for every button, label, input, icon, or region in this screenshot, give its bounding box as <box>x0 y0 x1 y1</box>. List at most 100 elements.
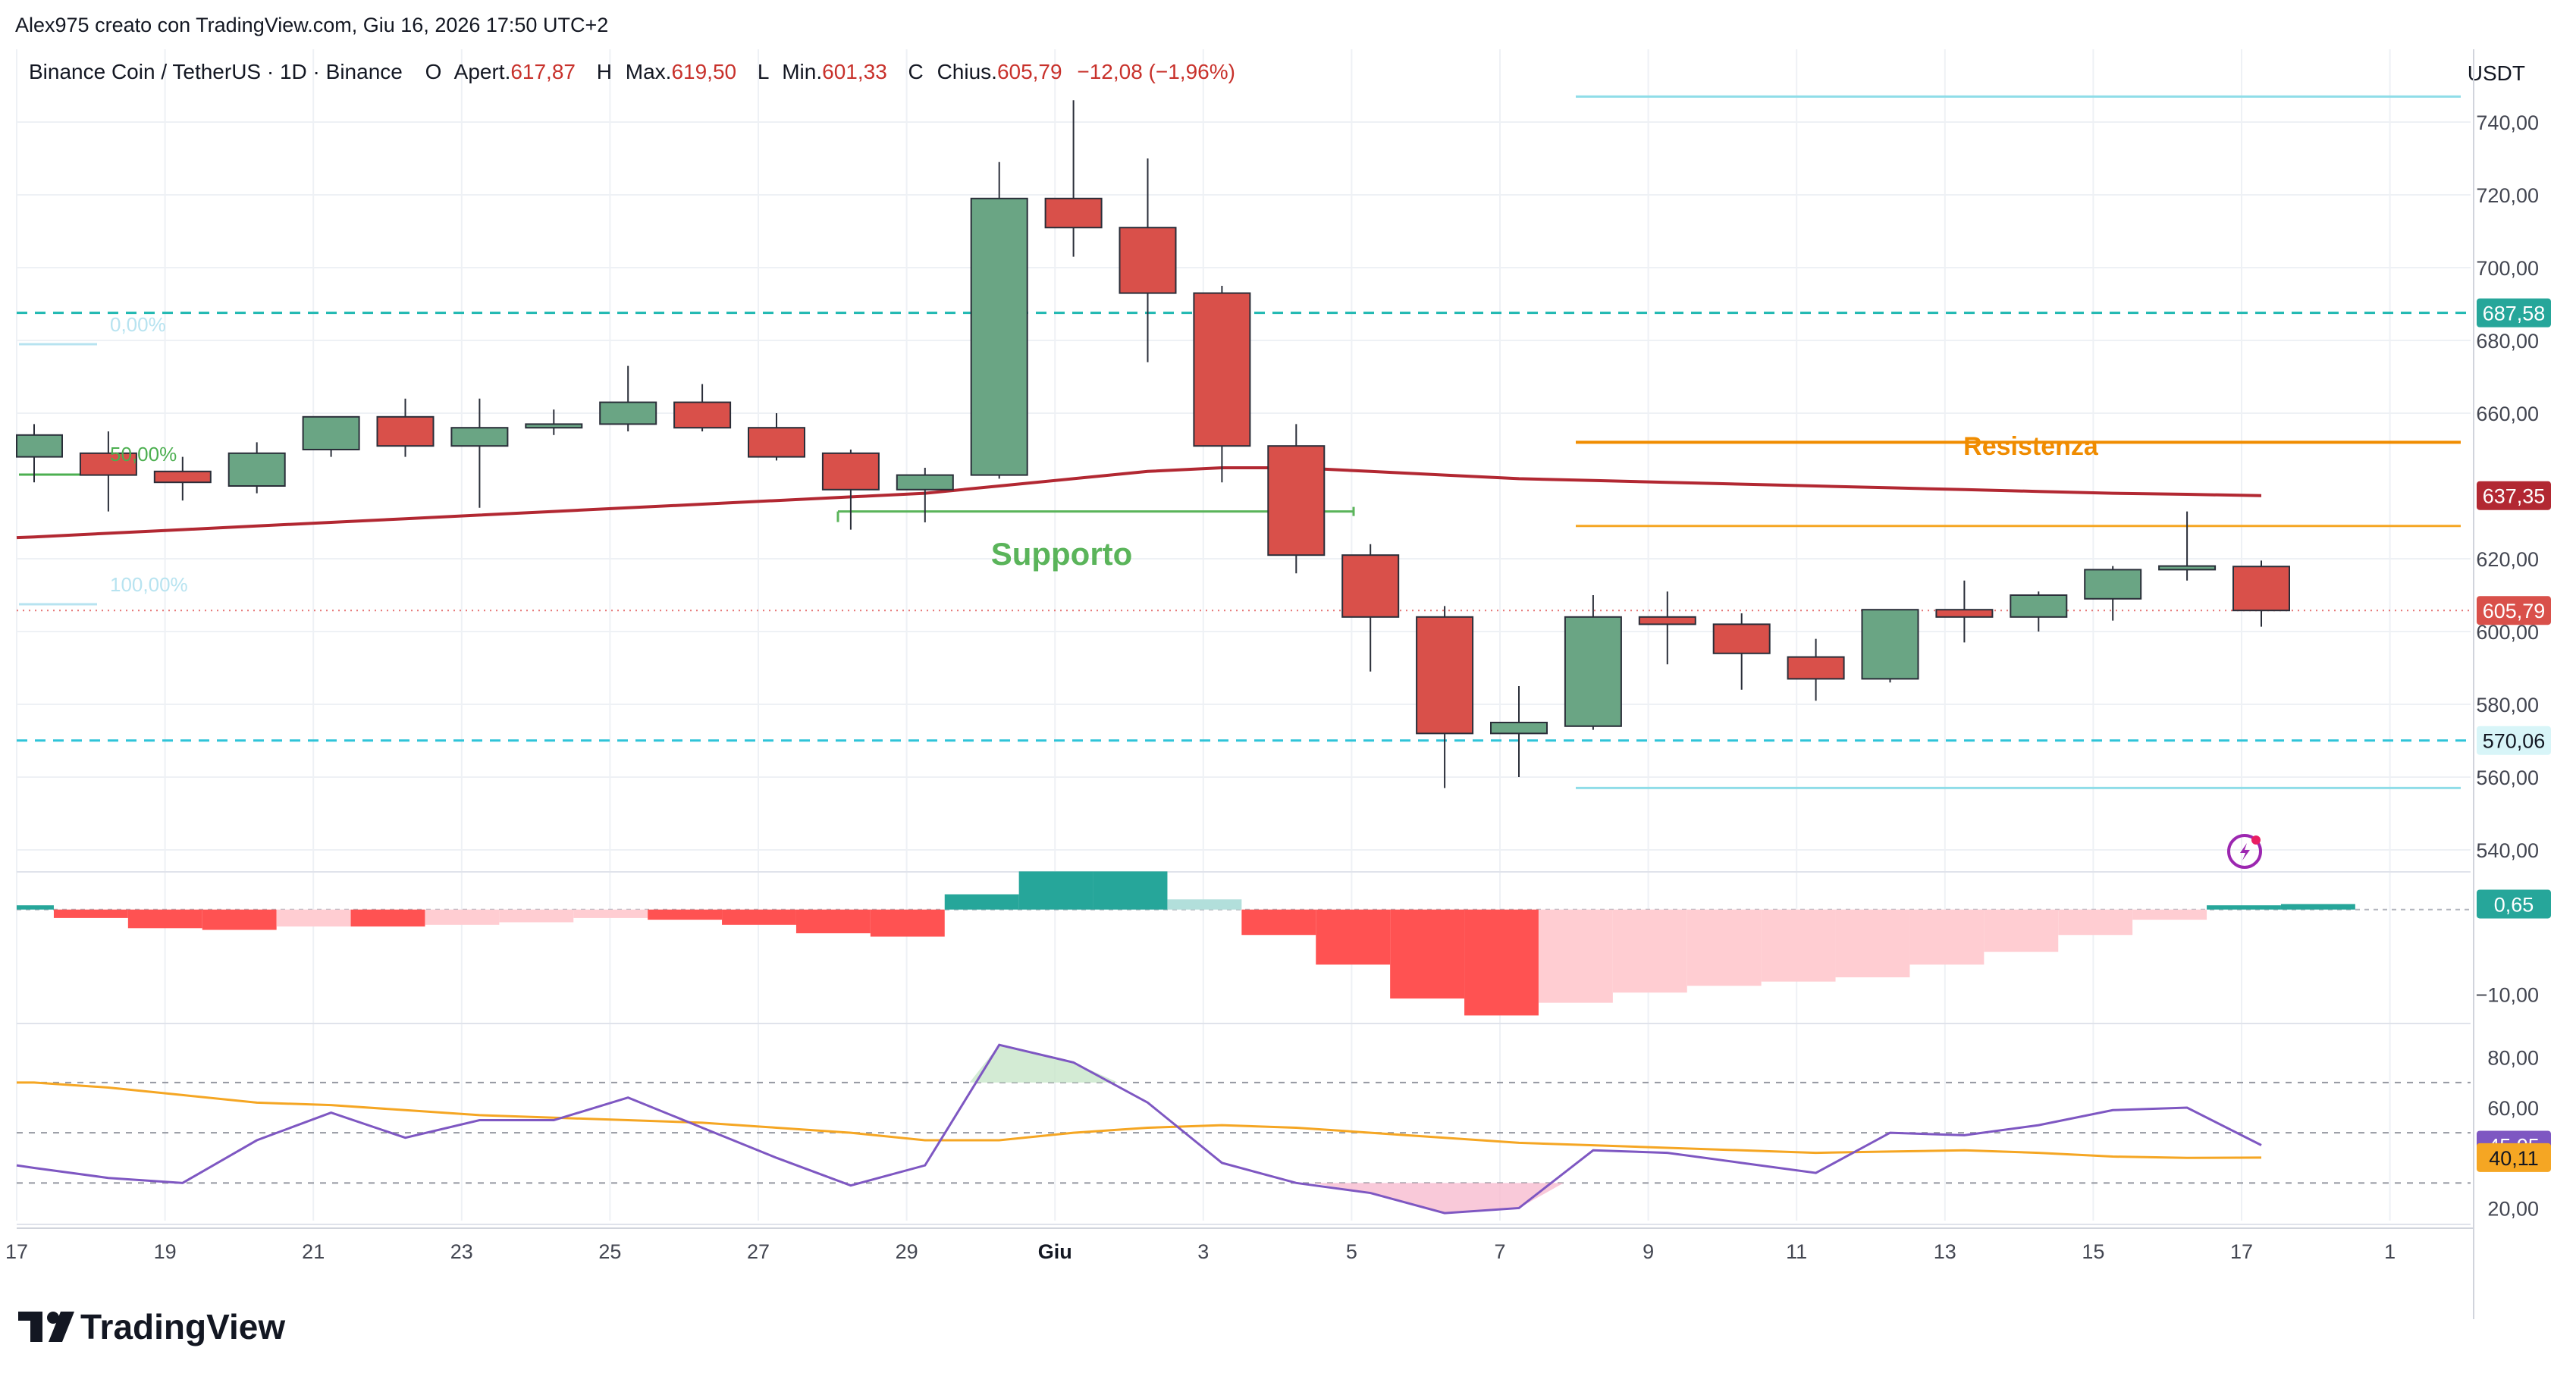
histogram-bar <box>1241 909 1316 936</box>
x-tick-label: 15 <box>2082 1240 2104 1263</box>
histogram-bar <box>127 909 202 929</box>
histogram-badge: 0,65 <box>2494 893 2534 916</box>
histogram-bar <box>425 909 500 925</box>
tradingview-logo-icon <box>18 1312 74 1342</box>
candle-body <box>227 452 286 487</box>
ma-badge: 637,35 <box>2483 485 2546 508</box>
rsi-overbought-fill <box>969 1045 1119 1083</box>
support-label: Supporto <box>991 536 1133 572</box>
flash-icon[interactable] <box>2227 834 2262 869</box>
x-tick-label: 29 <box>896 1240 918 1263</box>
fib-top-badge-bg <box>2477 298 2551 328</box>
x-tick-label: 23 <box>450 1240 473 1263</box>
y-tick-label: 560,00 <box>2476 766 2539 789</box>
rsi-tick-label: 20,00 <box>2487 1197 2539 1220</box>
x-tick-label: 1 <box>2384 1240 2396 1263</box>
x-tick-label: 7 <box>1494 1240 1505 1263</box>
x-tick-label: 17 <box>2230 1240 2253 1263</box>
histogram-bar <box>276 909 351 927</box>
histogram-bar <box>17 905 54 910</box>
y-tick-label: 620,00 <box>2476 548 2539 571</box>
candle-body <box>1119 227 1177 294</box>
histogram-bar <box>1984 909 2059 952</box>
histogram-bar <box>1093 871 1168 910</box>
x-tick-label: 17 <box>5 1240 28 1263</box>
open-code: O <box>425 60 442 83</box>
candle-body <box>1193 292 1251 447</box>
candle-body <box>673 401 732 429</box>
y-tick-label: 660,00 <box>2476 403 2539 425</box>
x-tick-label: 11 <box>1786 1240 1807 1263</box>
rsi-tick-label: 60,00 <box>2487 1097 2539 1120</box>
candle-body <box>2232 566 2290 612</box>
histogram-bar <box>1464 909 1539 1016</box>
rsi-panel <box>16 1043 2471 1215</box>
rsi-ma-line <box>17 1081 2262 1159</box>
histogram-bar <box>2207 905 2281 910</box>
x-tick-label: Giu <box>1038 1240 1072 1263</box>
low-value: 601,33 <box>822 60 887 83</box>
rsi-ma-badge-bg <box>2477 1143 2551 1172</box>
histogram-bar <box>1390 909 1465 999</box>
candle-body <box>16 434 63 458</box>
candle-body <box>2010 594 2068 618</box>
candle-body <box>1787 656 1845 680</box>
last-price-badge-bg <box>2477 596 2551 625</box>
candle-body <box>970 197 1028 476</box>
low-code: L <box>758 60 769 83</box>
y-tick-label: 740,00 <box>2476 111 2539 134</box>
histogram-bar <box>648 909 723 920</box>
histogram-bar <box>2280 904 2355 910</box>
candle-body <box>1638 616 1696 625</box>
candle-body <box>1712 623 1771 654</box>
histogram-bar <box>1316 909 1391 965</box>
y-tick-label: 540,00 <box>2476 839 2539 862</box>
candle-body <box>302 415 360 450</box>
high-code: H <box>597 60 612 83</box>
author-line: Alex975 creato con TradingView.com, Giu … <box>15 14 608 36</box>
candle-body <box>376 415 435 447</box>
symbol-line: Binance Coin / TetherUS · 1D · Binance O… <box>29 60 1235 83</box>
candle-body <box>1564 616 1622 727</box>
x-tick-label: 19 <box>154 1240 177 1263</box>
histogram-badge-bg <box>2477 889 2551 919</box>
candle-body <box>748 427 805 458</box>
candle-body <box>896 474 954 491</box>
candle-body <box>1861 609 1919 680</box>
candle-body <box>1341 554 1400 618</box>
y-tick-label: 580,00 <box>2476 694 2539 716</box>
candle-body <box>1416 616 1474 735</box>
ma-badge-bg <box>2477 481 2551 510</box>
histogram-bar <box>870 909 945 937</box>
histogram-bar <box>53 909 128 918</box>
fib-50-label: 50,00% <box>110 443 177 466</box>
candle-body <box>599 401 657 425</box>
histogram-panel <box>17 871 2471 1016</box>
candle-body <box>1935 609 1994 618</box>
open-label: Apert. <box>454 60 511 83</box>
open-value: 617,87 <box>510 60 576 83</box>
candle-body <box>1490 722 1548 735</box>
histogram-bar <box>1612 909 1687 993</box>
candle-body <box>525 423 583 429</box>
grid <box>16 49 2471 1225</box>
histogram-bar <box>202 909 277 930</box>
x-tick-label: 25 <box>598 1240 621 1263</box>
y-tick-label: 700,00 <box>2476 257 2539 280</box>
x-tick-label: 9 <box>1643 1240 1654 1263</box>
histogram-bar <box>573 909 648 918</box>
candle-body <box>1267 445 1326 556</box>
close-label: Chius. <box>937 60 997 83</box>
close-code: C <box>908 60 924 83</box>
candle-body <box>1044 197 1103 229</box>
rsi-line <box>16 1043 2262 1215</box>
symbol-name: Binance Coin / TetherUS · 1D · Binance <box>29 60 403 83</box>
x-tick-label: 21 <box>302 1240 325 1263</box>
histogram-bar <box>2058 909 2133 936</box>
y-tick-label: 720,00 <box>2476 184 2539 207</box>
high-value: 619,50 <box>671 60 736 83</box>
histogram-bar <box>1686 909 1762 986</box>
